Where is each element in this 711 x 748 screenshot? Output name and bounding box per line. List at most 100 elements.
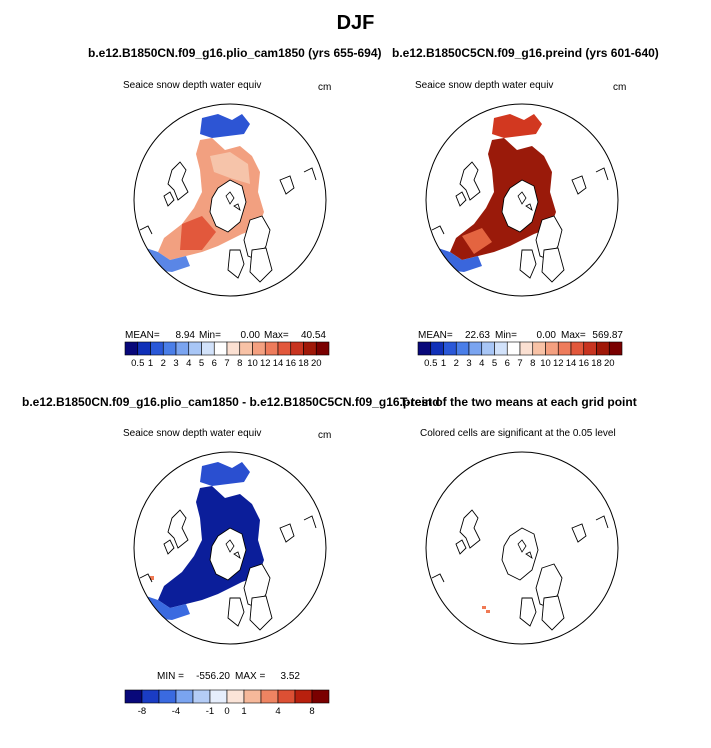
panel2-colorbar-box-11 (557, 341, 572, 356)
panel2-colorbar-tick-0: 0.5 (424, 358, 437, 369)
panel4-significant-cell-4 (482, 606, 486, 609)
panel2-units: cm (613, 82, 627, 93)
panel3-colorbar-box-2 (158, 689, 177, 704)
panel2-colorbar-tick-12: 16 (578, 358, 589, 369)
panel1-coast-west (139, 225, 153, 235)
panel2-land-outline-6 (541, 247, 565, 283)
panel2-land-outline-3 (519, 249, 537, 279)
panel4-land-outline-1 (459, 509, 481, 549)
panel2-colorbar-box-13 (583, 341, 597, 356)
panel3-colorbar-box-9 (277, 689, 296, 704)
panel2-map-boundary (425, 103, 619, 297)
panel1-colorbar-box-10 (252, 341, 266, 356)
panel2-land-outline-0 (501, 179, 539, 233)
panel1-colorbar-box-6 (201, 341, 215, 356)
panel1-land-outline-6 (249, 247, 273, 283)
panel2-colorbar-box-8 (519, 341, 534, 356)
panel1-colorbar-box-13 (290, 341, 304, 356)
panel1-colorbar-box-14 (303, 341, 317, 356)
panel3-variable: Seaice snow depth water equiv (123, 428, 262, 439)
panel3-units: cm (318, 430, 332, 441)
panel2-colorbar-box-6 (494, 341, 508, 356)
panel1-colorbar-box-11 (264, 341, 279, 356)
panel3-coast-west (139, 573, 153, 583)
panel1-colorbar-tick-11: 14 (273, 358, 284, 369)
panel2-colorbar-tick-10: 12 (553, 358, 564, 369)
panel1-colorbar-box-9 (239, 341, 253, 356)
panel2-colorbar-box-1 (430, 341, 444, 356)
panel2-coast-west (431, 225, 445, 235)
panel3-run-title: b.e12.B1850CN.f09_g16.plio_cam1850 - b.e… (22, 395, 440, 409)
panel1-mean-value: 8.94 (175, 330, 195, 341)
panel2-pacific-ice (492, 114, 542, 138)
panel1-polar-map (133, 103, 327, 297)
panel3-min-label: MIN = (157, 671, 184, 682)
panel3-colorbar-box-0 (124, 689, 143, 704)
panel4-map-boundary (425, 451, 619, 645)
panel3-colorbar-tick-0: -8 (138, 706, 146, 717)
panel4-variable: Colored cells are significant at the 0.0… (420, 428, 616, 439)
panel1-colorbar: 0.5 1 2 3 4 5 6 7 8 10 12 14 16 18 20 (124, 341, 330, 369)
panel2-colorbar-tick-1: 1 (441, 358, 446, 369)
panel2-max-label: Max= (561, 330, 586, 341)
panel1-colorbar-box-8 (226, 341, 241, 356)
panel1-ice-deep-snow (180, 216, 216, 250)
panel1-colorbar-box-1 (137, 341, 151, 356)
panel3-colorbar-tick-6: 8 (309, 706, 314, 717)
panel3-land-outline-0 (209, 527, 247, 581)
panel3-positive-cell (150, 576, 154, 580)
panel3-colorbar-tick-5: 4 (275, 706, 280, 717)
panel2-colorbar-tick-3: 3 (466, 358, 471, 369)
panel3-polar-map (133, 451, 327, 645)
panel2-colorbar-tick-7: 7 (517, 358, 522, 369)
panel4-polar-map (425, 451, 619, 645)
panel2-land-outline-5 (571, 175, 587, 195)
panel2-colorbar-box-3 (455, 341, 470, 356)
panel3-coast-east (303, 515, 317, 529)
panel1-land-outline-5 (279, 175, 295, 195)
panel3-land-outline-6 (249, 595, 273, 631)
panel1-colorbar-box-3 (162, 341, 177, 356)
panel3-colorbar-box-11 (311, 689, 330, 704)
panel1-land-outline-1 (167, 161, 189, 201)
panel4-land-outline-3 (519, 597, 537, 627)
panel1-max-label: Max= (264, 330, 289, 341)
panel1-colorbar-tick-13: 18 (298, 358, 309, 369)
panel2-run-title: b.e12.B1850C5CN.f09_g16.preind (yrs 601-… (392, 46, 659, 60)
panel3-colorbar-box-10 (294, 689, 313, 704)
panel3-archipelago (225, 539, 241, 559)
panel3-land-outline-4 (163, 539, 175, 555)
panel2-colorbar-box-2 (443, 341, 457, 356)
panel1-colorbar-box-5 (188, 341, 202, 356)
panel2-min-value: 0.00 (536, 330, 556, 341)
panel2-ice-edge (462, 228, 492, 254)
panel1-colorbar-tick-8: 8 (237, 358, 242, 369)
panel3-colorbar: -8 -4 -1 0 1 4 8 (124, 689, 330, 717)
panel3-land-outline-1 (167, 509, 189, 549)
panel2-colorbar-box-4 (468, 341, 483, 356)
panel3-land-outline-3 (227, 597, 245, 627)
panel2-min-label: Min= (495, 330, 517, 341)
panel3-colorbar-box-4 (192, 689, 211, 704)
panel3-colorbar-tick-4: 1 (241, 706, 246, 717)
panel1-land-outline-4 (163, 191, 175, 207)
panel3-colorbar-box-8 (260, 689, 279, 704)
panel2-colorbar: 0.5 1 2 3 4 5 6 7 8 10 12 14 16 18 20 (417, 341, 623, 369)
panel2-colorbar-tick-5: 5 (492, 358, 497, 369)
panel1-coast-east (303, 167, 317, 181)
panel2-colorbar-tick-2: 2 (454, 358, 459, 369)
panel1-colorbar-box-2 (150, 341, 164, 356)
panel3-pacific-ice (200, 462, 250, 486)
panel3-map-boundary (133, 451, 327, 645)
panel2-colorbar-box-10 (545, 341, 559, 356)
panel1-colorbar-tick-14: 20 (311, 358, 322, 369)
panel1-colorbar-tick-6: 6 (212, 358, 217, 369)
panel2-mean-value: 22.63 (464, 330, 490, 341)
panel4-coast-west (431, 573, 445, 583)
panel2-coast-east (595, 167, 609, 181)
panel4-significant-cell-5 (486, 610, 490, 613)
panel2-mean-label: MEAN= (418, 330, 453, 341)
panel3-colorbar-box-6 (226, 689, 245, 704)
panel2-colorbar-box-12 (570, 341, 585, 356)
panel2-colorbar-tick-14: 20 (604, 358, 615, 369)
